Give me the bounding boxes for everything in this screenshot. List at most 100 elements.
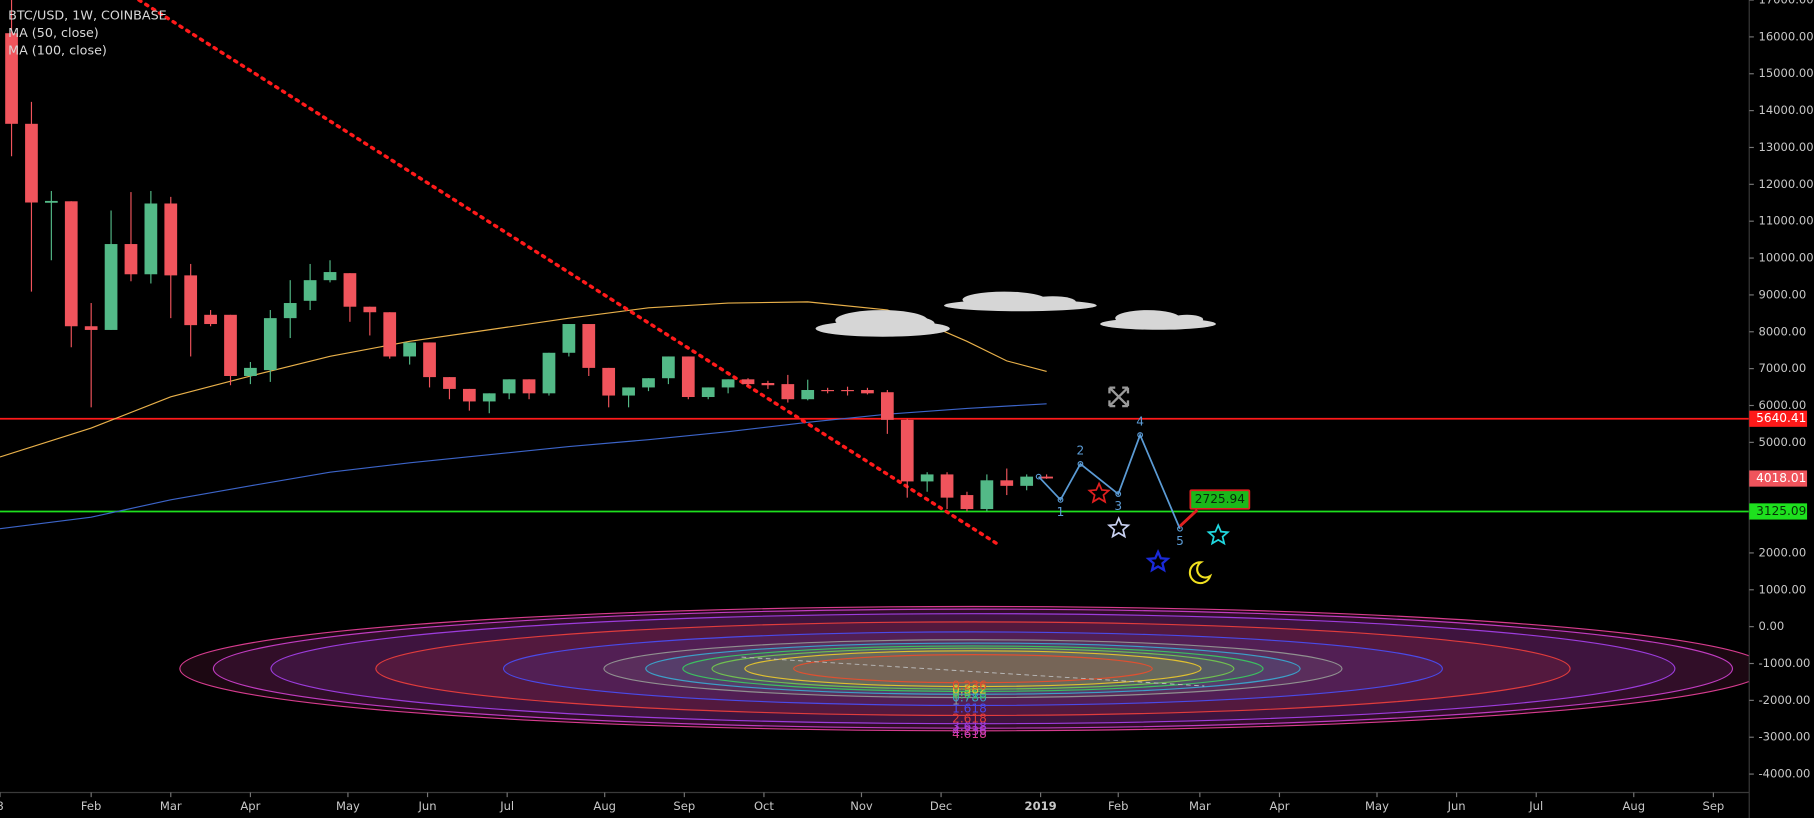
candle-body — [781, 384, 795, 400]
y-tick-label: 17000.00 — [1758, 0, 1813, 7]
candle-body — [622, 387, 635, 396]
y-tick-label: -2000.00 — [1758, 693, 1810, 707]
candle-body — [821, 390, 834, 392]
candle-body — [5, 33, 18, 124]
candle-body — [642, 378, 655, 388]
candle-body — [423, 342, 436, 378]
x-tick-label: Jul — [499, 799, 514, 813]
x-tick-label: Aug — [1622, 799, 1645, 813]
candle-body — [741, 379, 755, 385]
price-tag-label: 3125.09 — [1756, 504, 1806, 518]
wave-label: 1 — [1057, 505, 1065, 519]
y-tick-label: 13000.00 — [1758, 140, 1813, 154]
price-tag — [1749, 503, 1808, 520]
x-tick-label: Aug — [593, 799, 616, 813]
star — [1206, 523, 1230, 546]
x-tick-label: Dec — [930, 799, 952, 813]
x-tick-label: Jun — [1447, 799, 1466, 813]
y-tick-label: 15000.00 — [1758, 66, 1813, 80]
y-tick-label: 0.00 — [1758, 619, 1784, 633]
candle-body — [204, 314, 217, 325]
plot-area — [0, 0, 1750, 548]
fib-ellipse — [793, 654, 1153, 684]
fib-label: 0.5 — [952, 685, 971, 699]
x-tick-label: Feb — [81, 799, 101, 813]
price-tag — [1749, 470, 1808, 487]
candle-body — [144, 203, 158, 275]
x-tick-label: Apr — [1269, 799, 1289, 813]
y-tick-label: 12000.00 — [1758, 177, 1813, 191]
price-tag-label: 4018.01 — [1756, 471, 1806, 485]
y-tick-label: 1000.00 — [1758, 582, 1806, 596]
expand-icon — [1108, 386, 1130, 408]
candle-body — [224, 314, 237, 377]
candle-body — [263, 318, 277, 371]
candle-body — [363, 306, 377, 313]
candle-body — [502, 379, 516, 394]
moon — [1188, 561, 1213, 585]
candle-body — [403, 342, 416, 357]
price-tag — [1749, 410, 1808, 427]
candle-body — [443, 377, 456, 389]
candle-body — [880, 392, 894, 420]
x-tick-label: Oct — [754, 799, 774, 813]
candle-body — [84, 326, 98, 330]
candle-body — [482, 393, 496, 402]
fib-label: 1 — [952, 694, 960, 708]
x-tick-label: Jun — [418, 799, 437, 813]
y-tick-label: -4000.00 — [1758, 767, 1810, 781]
star — [1087, 481, 1111, 504]
candle-body — [184, 275, 198, 326]
fib-ellipse — [744, 650, 1202, 688]
x-tick-label: Sep — [1703, 799, 1725, 813]
candle-body — [283, 303, 297, 319]
x-tick-label: 8 — [0, 799, 4, 813]
fib-label: 0.618 — [952, 687, 987, 701]
candle-body — [562, 324, 576, 353]
candle-body — [542, 352, 556, 394]
candle-body — [462, 388, 476, 402]
x-tick-label: May — [1365, 799, 1389, 813]
candle-body — [861, 390, 874, 394]
x-tick-label: Apr — [240, 799, 260, 813]
y-tick-label: 8000.00 — [1758, 324, 1806, 338]
candle-body — [602, 367, 616, 396]
candle-body — [920, 474, 934, 482]
symbol-title: BTC/USD, 1W, COINBASE — [8, 8, 167, 23]
fib-label: 0.236 — [952, 679, 987, 693]
candle-body — [960, 495, 974, 510]
x-tick-label: Sep — [673, 799, 695, 813]
candle-body — [681, 356, 695, 398]
fib-label: 2.618 — [952, 711, 987, 725]
wave-point — [1057, 496, 1064, 503]
candle-body — [522, 379, 536, 394]
candle-body — [721, 379, 735, 388]
x-tick-label: Jul — [1528, 799, 1543, 813]
wave-label: 5 — [1176, 534, 1184, 548]
fib-label: 1.618 — [952, 701, 987, 715]
y-tick-label: 2000.00 — [1758, 545, 1806, 559]
price-tag-label: 5640.41 — [1756, 411, 1806, 425]
y-tick-label: 5000.00 — [1758, 435, 1806, 449]
star — [1106, 516, 1131, 539]
fib-label: 3.618 — [952, 720, 987, 734]
candle-body — [1020, 476, 1034, 486]
fib-circles: 4.6184.2363.6182.6181.61810.7860.6180.50… — [179, 605, 1750, 741]
y-tick-label: 6000.00 — [1758, 398, 1806, 412]
wave-point — [1137, 432, 1144, 438]
y-tick-label: -3000.00 — [1758, 730, 1810, 744]
y-tick-label: 9000.00 — [1758, 287, 1806, 301]
y-tick-label: 11000.00 — [1758, 214, 1813, 228]
y-tick-label: 10000.00 — [1758, 251, 1813, 265]
candle-body — [244, 367, 257, 377]
candle-body — [25, 123, 38, 203]
x-tick-label: Nov — [850, 799, 873, 813]
fib-ellipse — [212, 608, 1734, 729]
cloud — [1100, 310, 1216, 330]
fib-label: 4.618 — [952, 727, 987, 741]
wave-projection — [1038, 432, 1181, 530]
y-tick-label: 16000.00 — [1758, 29, 1813, 43]
x-tick-label: Mar — [160, 799, 182, 813]
fib-ellipse — [179, 605, 1750, 732]
moving-average — [0, 403, 1047, 530]
